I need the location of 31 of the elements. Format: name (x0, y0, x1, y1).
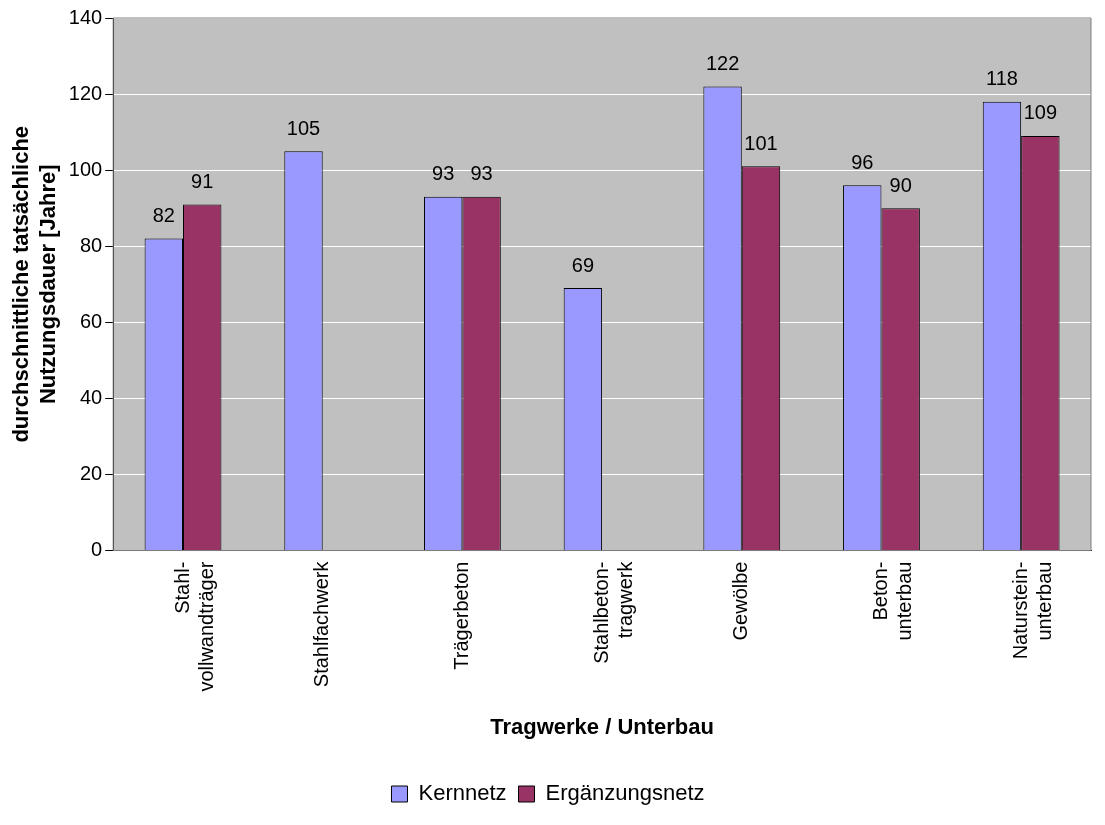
data-label: 91 (191, 169, 214, 192)
data-label: 122 (705, 51, 740, 74)
data-label: 90 (889, 173, 912, 196)
x-tick-label: Stahlbeton- tragwerk (589, 560, 636, 664)
data-label: 96 (851, 150, 874, 173)
data-label: 101 (744, 131, 778, 154)
y-axis-title: durchschnittliche tatsächliche Nutzungsdauer [Jahre] (8, 125, 60, 443)
data-label: 93 (432, 162, 455, 185)
data-label: 93 (470, 162, 493, 185)
y-tick-label: 40 (79, 385, 103, 408)
data-label: 69 (571, 253, 594, 276)
legend-label: Ergänzungsnetz (545, 780, 705, 806)
data-label: 118 (986, 67, 1018, 90)
x-axis-title: Tragwerke / Unterbau (490, 713, 714, 739)
y-tick-label: 60 (79, 309, 103, 332)
y-tick-label: 140 (68, 5, 103, 28)
data-label: 82 (152, 204, 175, 227)
x-tick-label: Beton- unterbau (868, 561, 915, 641)
x-tick-label: Trägerbeton (449, 561, 472, 670)
y-tick-label: 100 (68, 157, 103, 180)
data-label: 105 (286, 116, 321, 139)
data-label: 109 (1023, 101, 1058, 124)
y-tick-label: 80 (79, 233, 103, 256)
y-tick-label: 0 (91, 538, 103, 561)
x-tick-label: Naturstein- unterbau (1008, 561, 1055, 660)
y-tick-label: 120 (68, 81, 103, 104)
y-tick-label: 20 (79, 461, 103, 484)
x-tick-label: Stahlfachwerk (310, 560, 333, 688)
x-tick-label: Stahl- vollwandträger (170, 561, 217, 692)
x-tick-label: Gewölbe (729, 561, 752, 641)
legend-label: Kernnetz (418, 780, 507, 806)
